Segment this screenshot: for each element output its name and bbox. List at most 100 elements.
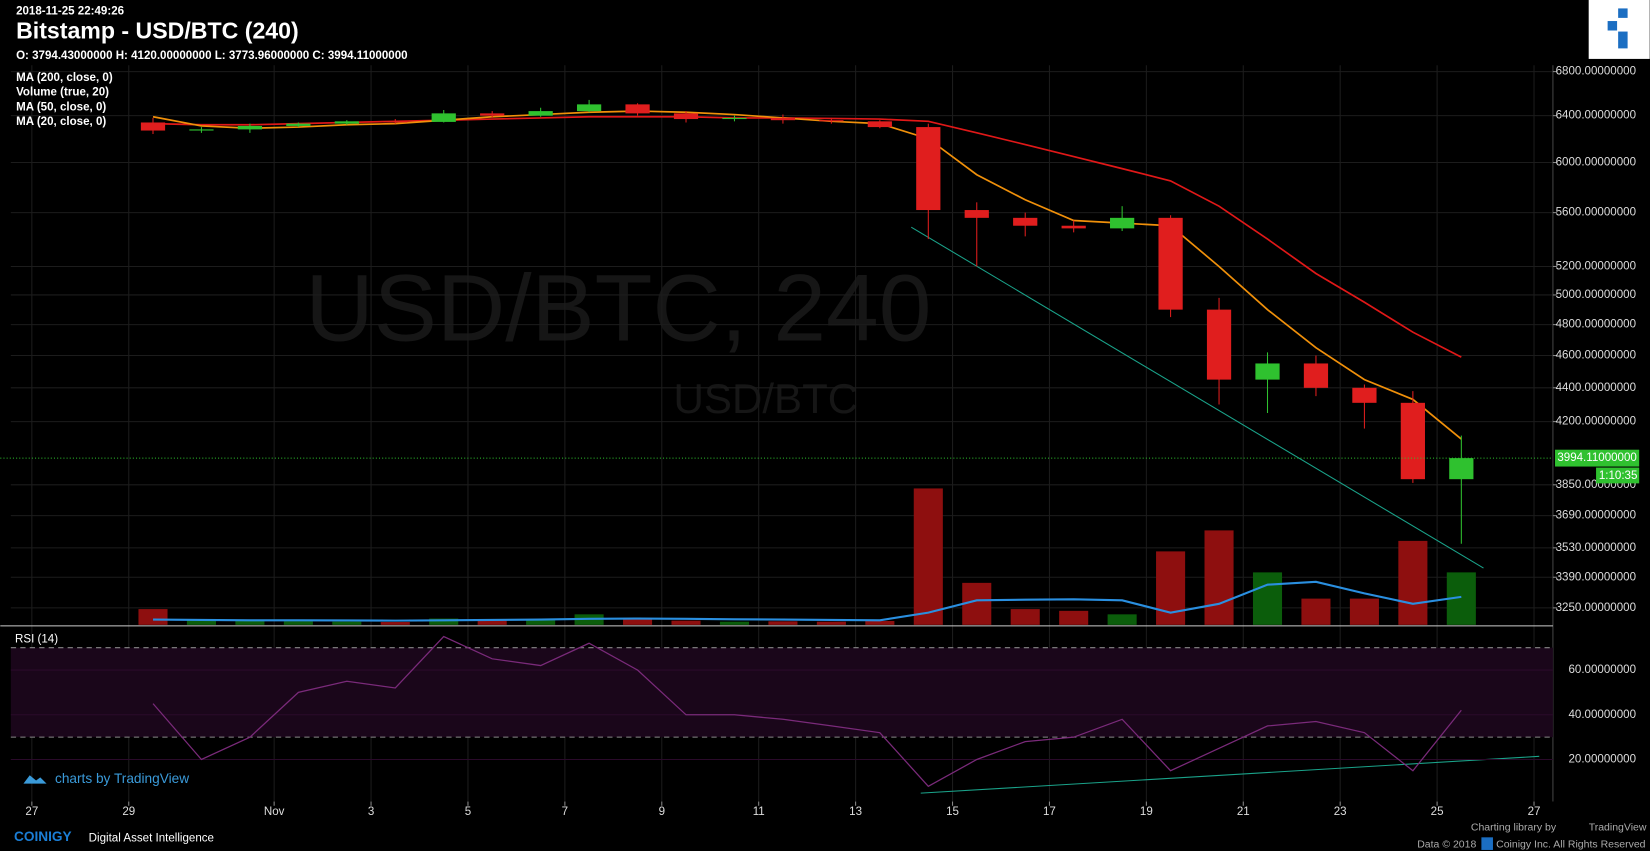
tradingview-badge: charts by TradingView (23, 771, 189, 786)
y-tick-label: 6000.00000000 (1556, 157, 1636, 169)
x-tick-label: 17 (1043, 806, 1056, 818)
x-tick-label: 11 (753, 806, 765, 818)
y-tick-label: 3690.00000000 (1556, 510, 1636, 522)
y-tick-label: 4800.00000000 (1556, 319, 1636, 331)
volume-bar (865, 620, 895, 625)
copyright: Data © 2018 (1417, 838, 1476, 850)
watermark: USD/BTC, 240 (305, 256, 931, 362)
candle-body (1013, 217, 1038, 226)
y-tick-label: 4600.00000000 (1556, 350, 1636, 362)
legend-entry: MA (20, close, 0) (16, 116, 106, 128)
library-name: TradingView (1589, 822, 1647, 834)
candle-body (964, 210, 989, 218)
x-tick-label: 27 (1528, 806, 1541, 818)
candle-body (189, 129, 214, 131)
x-tick-label: 7 (562, 806, 568, 818)
library-credit: Charting library by (1471, 822, 1557, 834)
volume-bar (138, 609, 168, 625)
volume-bar (1156, 551, 1186, 625)
candle-body (480, 113, 505, 116)
volume-bar (719, 621, 750, 625)
y-tick-label: 3250.00000000 (1556, 602, 1636, 614)
candle-body (1110, 217, 1135, 229)
candle-body (383, 121, 408, 123)
legend-entry: MA (50, close, 0) (16, 101, 106, 113)
y-tick-label: 4400.00000000 (1556, 382, 1636, 394)
candle-body (625, 104, 650, 114)
tagline: Digital Asset Intelligence (89, 832, 214, 844)
rsi-title: RSI (14) (15, 634, 58, 646)
volume-bar (1204, 530, 1234, 625)
last-price-label: 3994.11000000 (1557, 452, 1637, 464)
candle-body (140, 122, 166, 131)
trend-line (910, 226, 1484, 569)
candle-body (770, 117, 796, 121)
candle-body (819, 120, 844, 122)
watermark-sub: USD/BTC (674, 375, 859, 422)
volume-bar (1059, 610, 1089, 625)
exchange-logo (1588, 0, 1650, 59)
volume-bar (332, 621, 362, 625)
x-tick-label: 5 (465, 806, 471, 818)
candle-body (722, 117, 747, 120)
y-tick-label: 4200.00000000 (1556, 416, 1636, 428)
candle-body (1206, 309, 1232, 380)
volume-bar (477, 619, 507, 625)
chart-title: Bitstamp - USD/BTC (240) (16, 18, 299, 44)
y-tick-label: 3530.00000000 (1556, 542, 1636, 554)
x-tick-label: 27 (25, 806, 38, 818)
last-price-box (1555, 449, 1640, 467)
volume-ma (153, 580, 1462, 622)
moving-average (152, 110, 1462, 440)
volume-bar (671, 620, 701, 625)
candle-body (528, 111, 553, 116)
candle-body (334, 121, 359, 124)
candle-body (431, 113, 456, 122)
x-tick-label: 29 (122, 806, 135, 818)
company: Coinigy Inc. All Rights Reserved (1496, 838, 1646, 850)
y-tick-label: 6400.00000000 (1556, 110, 1636, 122)
ohlc-readout: O: 3794.43000000 H: 4120.00000000 L: 377… (16, 50, 408, 62)
volume-bar (1349, 598, 1379, 625)
y-tick-label: 5000.00000000 (1556, 289, 1636, 301)
rsi-line (152, 635, 1462, 788)
volume-bar (1010, 609, 1040, 625)
volume-bar (768, 621, 798, 625)
volume-bar (235, 620, 265, 625)
candle-body (1255, 363, 1280, 380)
candle-body (1158, 217, 1183, 310)
volume-bar (186, 619, 216, 625)
x-tick-label: 3 (368, 806, 374, 818)
volume-bar (429, 618, 459, 625)
volume-bar (623, 619, 653, 625)
y-tick-label: 5600.00000000 (1556, 207, 1636, 219)
candle-body (1061, 225, 1086, 229)
x-tick-label: 25 (1431, 806, 1444, 818)
rsi-trend-line (920, 755, 1540, 794)
y-tick-label: 60.00000000 (1568, 664, 1636, 676)
volume-bar (913, 488, 943, 625)
timestamp: 2018-11-25 22:49:26 (16, 6, 125, 18)
x-tick-label: 23 (1334, 806, 1347, 818)
volume-bar (380, 622, 410, 625)
candle-body (1449, 458, 1474, 480)
x-tick-label: 15 (946, 806, 959, 818)
volume-bar (1301, 598, 1331, 625)
x-tick-label: 21 (1237, 806, 1250, 818)
x-tick-label: 9 (659, 806, 665, 818)
volume-bar (283, 621, 313, 625)
y-tick-label: 20.00000000 (1568, 754, 1636, 766)
candle-body (916, 127, 941, 211)
y-tick-label: 3390.00000000 (1556, 571, 1636, 583)
x-tick-label: 19 (1140, 806, 1153, 818)
x-tick-label: 13 (849, 806, 862, 818)
volume-bar (1398, 540, 1428, 625)
y-tick-label: 6800.00000000 (1556, 66, 1636, 78)
y-tick-label: 40.00000000 (1568, 709, 1636, 721)
legend-entry: MA (200, close, 0) (16, 72, 113, 84)
x-tick-label: Nov (264, 806, 285, 818)
candle-body (1352, 387, 1377, 403)
candle-body (1400, 402, 1425, 480)
badge-text: charts by TradingView (55, 771, 189, 786)
